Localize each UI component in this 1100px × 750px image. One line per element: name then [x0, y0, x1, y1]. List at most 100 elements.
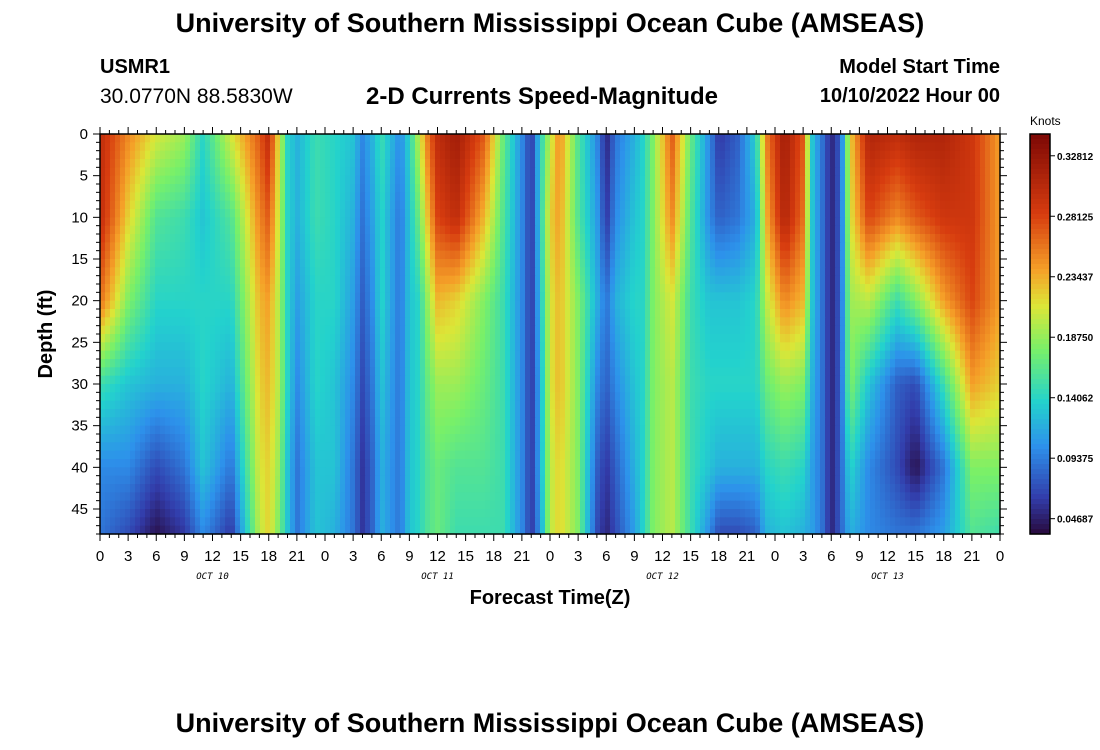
heatmap-cell [515, 209, 521, 218]
heatmap-cell [575, 217, 581, 227]
heatmap-cell [345, 250, 351, 260]
heatmap-cell [255, 175, 261, 185]
heatmap-cell [975, 317, 981, 327]
heatmap-cell [530, 150, 536, 160]
heatmap-cell [735, 200, 741, 210]
heatmap-cell [755, 234, 761, 243]
heatmap-cell [495, 134, 501, 143]
heatmap-cell [700, 275, 706, 285]
heatmap-cell [645, 150, 651, 160]
heatmap-cell [650, 317, 656, 327]
heatmap-cell [380, 142, 386, 152]
heatmap-cell [580, 150, 586, 160]
heatmap-cell [460, 359, 466, 368]
heatmap-cell [925, 275, 931, 285]
heatmap-cell [380, 209, 386, 218]
heatmap-cell [595, 317, 601, 327]
heatmap-cell [970, 325, 976, 335]
heatmap-cell [600, 142, 606, 152]
heatmap-cell [975, 134, 981, 143]
heatmap-cell [425, 150, 431, 160]
heatmap-cell [550, 350, 556, 360]
heatmap-cell [750, 234, 756, 243]
heatmap-cell [200, 267, 206, 277]
heatmap-cell [775, 192, 781, 202]
heatmap-cell [440, 350, 446, 360]
heatmap-cell [610, 325, 616, 335]
heatmap-cell [330, 134, 336, 143]
heatmap-cell [815, 259, 821, 268]
heatmap-cell [285, 359, 291, 368]
heatmap-cell [185, 234, 191, 243]
heatmap-cell [325, 250, 331, 260]
heatmap-cell [575, 209, 581, 218]
heatmap-cell [125, 217, 131, 227]
heatmap-cell [725, 225, 731, 235]
heatmap-cell [475, 234, 481, 243]
heatmap-cell [980, 317, 986, 327]
heatmap-cell [890, 350, 896, 360]
heatmap-cell [105, 192, 111, 202]
heatmap-cell [610, 209, 616, 218]
heatmap-cell [595, 142, 601, 152]
heatmap-cell [630, 134, 636, 143]
heatmap-cell [435, 342, 441, 352]
heatmap-cell [920, 300, 926, 310]
heatmap-cell [665, 292, 671, 302]
heatmap-cell [780, 142, 786, 152]
heatmap-cell [435, 259, 441, 268]
heatmap-cell [575, 184, 581, 193]
heatmap-cell [640, 250, 646, 260]
heatmap-cell [875, 309, 881, 318]
heatmap-cell [665, 275, 671, 285]
heatmap-cell [530, 167, 536, 177]
heatmap-cell [500, 200, 506, 210]
heatmap-cell [540, 350, 546, 360]
heatmap-cell [290, 250, 296, 260]
heatmap-cell [725, 292, 731, 302]
heatmap-cell [825, 192, 831, 202]
heatmap-cell [795, 209, 801, 218]
heatmap-cell [480, 242, 486, 252]
heatmap-cell [705, 134, 711, 143]
heatmap-cell [960, 159, 966, 168]
heatmap-cell [700, 242, 706, 252]
heatmap-cell [670, 200, 676, 210]
heatmap-cell [295, 175, 301, 185]
heatmap-cell [400, 184, 406, 193]
heatmap-cell [775, 142, 781, 152]
heatmap-cell [140, 200, 146, 210]
heatmap-cell [315, 134, 321, 143]
heatmap-cell [690, 325, 696, 335]
heatmap-cell [970, 209, 976, 218]
heatmap-cell [935, 134, 941, 143]
heatmap-cell [530, 142, 536, 152]
heatmap-cell [590, 350, 596, 360]
heatmap-cell [395, 234, 401, 243]
heatmap-cell [160, 267, 166, 277]
heatmap-cell [530, 242, 536, 252]
heatmap-cell [115, 150, 121, 160]
heatmap-cell [775, 334, 781, 343]
heatmap-cell [170, 159, 176, 168]
heatmap-cell [865, 317, 871, 327]
heatmap-cell [325, 234, 331, 243]
heatmap-cell [120, 284, 126, 293]
heatmap-cell [685, 167, 691, 177]
heatmap-cell [620, 309, 626, 318]
heatmap-cell [235, 284, 241, 293]
heatmap-cell [600, 192, 606, 202]
heatmap-cell [745, 192, 751, 202]
heatmap-cell [250, 242, 256, 252]
heatmap-cell [840, 159, 846, 168]
heatmap-cell [580, 184, 586, 193]
heatmap-cell [720, 175, 726, 185]
heatmap-cell [645, 359, 651, 368]
heatmap-cell [645, 325, 651, 335]
heatmap-cell [370, 242, 376, 252]
heatmap-cell [205, 184, 211, 193]
heatmap-cell [920, 317, 926, 327]
heatmap-cell [875, 259, 881, 268]
heatmap-cell [300, 225, 306, 235]
heatmap-cell [510, 200, 516, 210]
